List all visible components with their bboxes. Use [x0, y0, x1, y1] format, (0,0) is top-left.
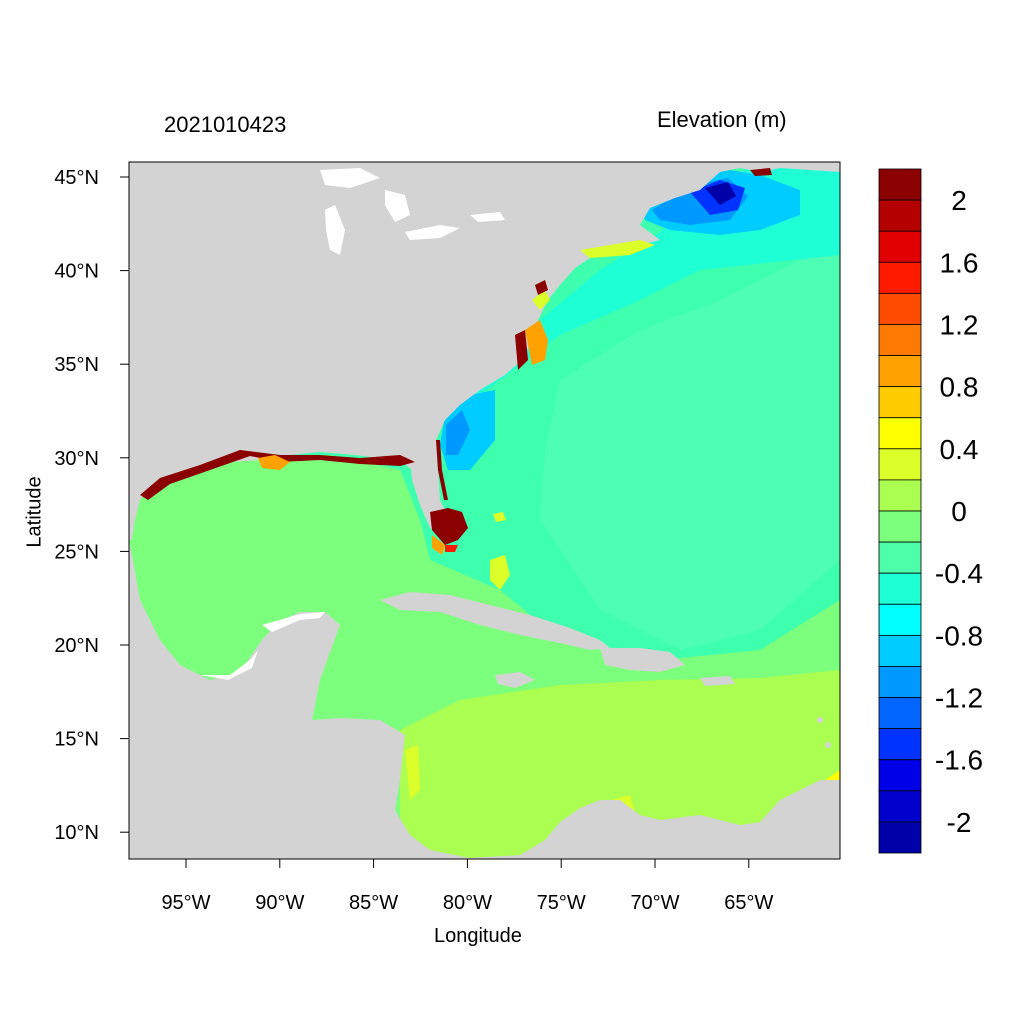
lat-tick-label: 25°N [54, 541, 99, 563]
colorbar-swatch [878, 324, 922, 356]
lat-tick-label: 10°N [54, 822, 99, 844]
gulf-coast-fringe [140, 450, 415, 500]
lake-erie [405, 225, 460, 240]
lake-ontario [470, 212, 505, 222]
lon-tick-label: 70°W [630, 892, 679, 914]
puerto-rico-land [700, 676, 735, 686]
colorbar-label: 0 [951, 496, 967, 527]
north-america-land [129, 162, 840, 540]
yucatan-edge [262, 612, 325, 632]
chesapeake-surge [525, 320, 548, 365]
colorbar-swatch [878, 355, 922, 388]
nj-fringe [535, 280, 548, 295]
colorbar-label: 2 [951, 185, 967, 216]
delaware-surge [532, 290, 550, 310]
lake-huron [385, 190, 410, 222]
colorbar-label: -0.4 [935, 558, 983, 589]
bahamas-bank [490, 555, 510, 590]
lon-tick-label: 90°W [255, 892, 304, 914]
lat-tick-label: 35°N [54, 354, 99, 376]
bahamas-bank-north [493, 512, 506, 522]
plot-frame [128, 161, 841, 860]
latitude-axis: 45°N 40°N 35°N 30°N 25°N 20°N 15°N 10°N [54, 167, 129, 844]
colorbar-swatch [878, 666, 922, 698]
southern-caribbean-field [400, 670, 840, 859]
colorbar-label: 1.2 [940, 309, 979, 340]
florida-surge-tip [445, 545, 458, 552]
colorbar-swatch [878, 230, 922, 263]
honduras-coast-field [405, 745, 420, 800]
lon-tick-label: 65°W [724, 892, 773, 914]
colorbar-swatch [878, 697, 922, 730]
lat-tick-label: 45°N [54, 167, 99, 189]
colorbar-swatch [878, 168, 922, 201]
long-island-sound [580, 240, 655, 258]
lon-tick-label: 75°W [537, 892, 586, 914]
florida-east-fringe [436, 440, 448, 500]
lat-tick-label: 30°N [54, 448, 99, 470]
timestamp-label: 2021010423 [164, 112, 287, 137]
colorbar-label: 1.6 [940, 247, 979, 278]
lake-superior [320, 168, 380, 188]
georgia-bight-core [446, 410, 470, 455]
colorbar-swatch [878, 790, 922, 823]
lat-tick-label: 15°N [54, 729, 99, 751]
colorbar-label: -1.6 [935, 745, 983, 776]
colorbar-swatch [878, 603, 922, 636]
colorbar-swatch [878, 728, 922, 761]
florida-surge-high [430, 508, 468, 545]
longitude-axis: 95°W 90°W 85°W 80°W 75°W 70°W 65°W [161, 859, 773, 914]
colorbar-swatch [878, 541, 922, 574]
map-plot-area [129, 162, 840, 859]
colorbar-label: 0.4 [940, 434, 979, 465]
colorbar-swatch [878, 448, 922, 481]
lat-tick-label: 20°N [54, 635, 99, 657]
lat-tick-label: 40°N [54, 261, 99, 283]
lon-tick-label: 95°W [161, 892, 210, 914]
colorbar: 2 1.6 1.2 0.8 0.4 0 -0.4 -0.8 -1.2 -1.6 -2 [878, 168, 983, 854]
island [817, 717, 823, 723]
jamaica-land [495, 672, 535, 688]
louisiana-surge [258, 455, 290, 470]
colorbar-swatch [878, 199, 922, 232]
gulf-of-maine-core [705, 182, 736, 205]
lon-tick-label: 80°W [443, 892, 492, 914]
colorbar-label: 0.8 [940, 372, 979, 403]
florida-surge-mid [432, 535, 445, 555]
colorbar-swatch [878, 479, 922, 512]
colorbar-label: -2 [947, 807, 972, 838]
colorbar-swatch [878, 572, 922, 605]
colorbar-swatch [878, 821, 922, 854]
gulf-coast-edge [200, 650, 258, 680]
lake-michigan [325, 205, 345, 255]
hispaniola-land [600, 648, 685, 672]
x-axis-title: Longitude [434, 925, 522, 947]
colorbar-title: Elevation (m) [657, 107, 787, 132]
mid-atlantic-field [540, 250, 840, 650]
colorbar-swatch [878, 510, 922, 543]
colorbar-label: -1.2 [935, 683, 983, 714]
bay-of-fundy-surge [750, 168, 772, 176]
colorbar-label: -0.8 [935, 620, 983, 651]
cuba-land [380, 592, 610, 650]
colorbar-swatch [878, 261, 922, 294]
lon-tick-label: 85°W [349, 892, 398, 914]
colorbar-swatch [878, 417, 922, 450]
carolina-fringe [515, 330, 528, 370]
colorbar-swatch [878, 386, 922, 419]
colorbar-swatch [878, 759, 922, 792]
central-south-america-land [129, 540, 840, 859]
colorbar-swatch [878, 634, 922, 667]
colorbar-swatch [878, 292, 922, 325]
island [825, 742, 831, 748]
